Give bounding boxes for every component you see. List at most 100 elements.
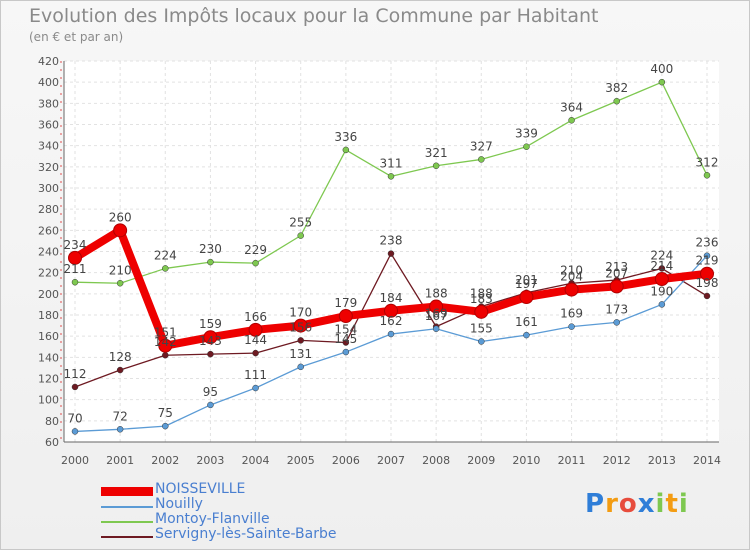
data-label: 188 [470, 287, 493, 301]
data-point [613, 319, 620, 326]
data-label: 382 [605, 81, 628, 95]
data-point [116, 280, 124, 287]
logo-letter: x [637, 489, 656, 519]
y-tick-label: 280 [38, 203, 59, 216]
data-point [609, 279, 624, 294]
y-tick-label: 420 [38, 55, 59, 68]
data-label: 167 [425, 309, 448, 323]
data-point [252, 384, 259, 392]
data-label: 95 [203, 385, 218, 399]
data-point [116, 366, 124, 374]
data-label: 151 [154, 326, 177, 340]
data-label: 236 [696, 236, 719, 250]
y-tick-label: 380 [38, 97, 59, 110]
data-label: 156 [289, 320, 312, 334]
data-label: 142 [154, 335, 177, 349]
data-label: 339 [515, 127, 538, 141]
data-point [432, 162, 440, 170]
data-point [703, 172, 711, 179]
data-label: 188 [425, 287, 448, 301]
y-tick-label: 100 [38, 394, 59, 407]
x-tick-label: 2008 [422, 454, 450, 467]
data-label: 70 [67, 411, 82, 425]
data-point [116, 426, 124, 433]
data-point [113, 223, 128, 238]
y-tick-label: 300 [38, 182, 59, 195]
data-point [252, 259, 259, 267]
data-point [700, 266, 714, 281]
y-tick-label: 220 [38, 267, 59, 280]
logo-letter: P [585, 489, 606, 519]
data-point [568, 117, 575, 124]
x-tick-label: 2001 [106, 454, 134, 467]
data-point [658, 78, 666, 86]
data-label: 234 [64, 238, 87, 252]
data-point [613, 97, 620, 105]
y-tick-label: 160 [38, 330, 59, 343]
x-tick-label: 2005 [287, 454, 315, 467]
data-label: 145 [334, 332, 357, 346]
data-label: 184 [380, 291, 403, 305]
data-point [342, 339, 350, 346]
data-label: 364 [560, 100, 583, 114]
x-tick-label: 2006 [332, 454, 360, 467]
data-point [478, 156, 485, 163]
legend-swatch-nouilly [101, 506, 153, 508]
data-label: 131 [289, 347, 312, 361]
data-label: 219 [696, 254, 719, 268]
data-label: 155 [470, 321, 493, 335]
data-point [658, 265, 666, 272]
data-point [293, 318, 308, 333]
data-label: 166 [244, 310, 267, 324]
legend-label-nouilly: Nouilly [155, 496, 203, 512]
x-tick-label: 2013 [648, 454, 676, 467]
data-point [432, 325, 440, 333]
y-tick-label: 140 [38, 351, 59, 364]
data-label: 144 [244, 333, 267, 347]
data-label: 162 [380, 314, 403, 328]
data-point [338, 309, 353, 324]
data-point [248, 322, 263, 337]
legend-swatch-noisseville [101, 487, 153, 496]
data-point [387, 173, 395, 180]
x-tick-label: 2007 [377, 454, 405, 467]
data-point [387, 250, 395, 257]
y-tick-label: 120 [38, 373, 59, 386]
data-point [71, 278, 79, 286]
y-tick-label: 80 [45, 415, 59, 428]
data-label: 173 [605, 302, 628, 316]
data-label: 159 [199, 317, 222, 331]
data-point [658, 301, 666, 308]
data-point [523, 143, 530, 150]
logo-letter: r [605, 489, 619, 519]
data-label: 112 [64, 367, 87, 381]
data-point [342, 146, 350, 154]
legend-label-noisseville: NOISSEVILLE [155, 481, 246, 497]
data-point [207, 350, 214, 358]
data-label: 72 [113, 409, 128, 423]
data-label: 255 [289, 216, 312, 230]
y-tick-label: 320 [38, 161, 59, 174]
data-label: 321 [425, 146, 448, 160]
x-tick-label: 2012 [603, 454, 631, 467]
data-label: 161 [515, 315, 538, 329]
data-point [162, 351, 169, 359]
data-point [71, 428, 79, 435]
proxiti-logo: Proxiti [585, 489, 689, 519]
logo-letter: i [655, 489, 666, 519]
data-label: 207 [605, 266, 628, 280]
data-point [297, 337, 304, 344]
data-point [207, 258, 214, 266]
logo-letter: t [665, 489, 679, 519]
data-label: 210 [109, 263, 132, 277]
data-point [654, 272, 669, 287]
logo-letter: o [618, 489, 638, 519]
data-label: 183 [470, 292, 493, 306]
x-tick-label: 2010 [512, 454, 540, 467]
data-label: 201 [515, 273, 538, 287]
data-point [429, 299, 444, 314]
data-label: 214 [650, 259, 673, 273]
data-label: 169 [560, 307, 583, 321]
data-point [519, 290, 534, 305]
